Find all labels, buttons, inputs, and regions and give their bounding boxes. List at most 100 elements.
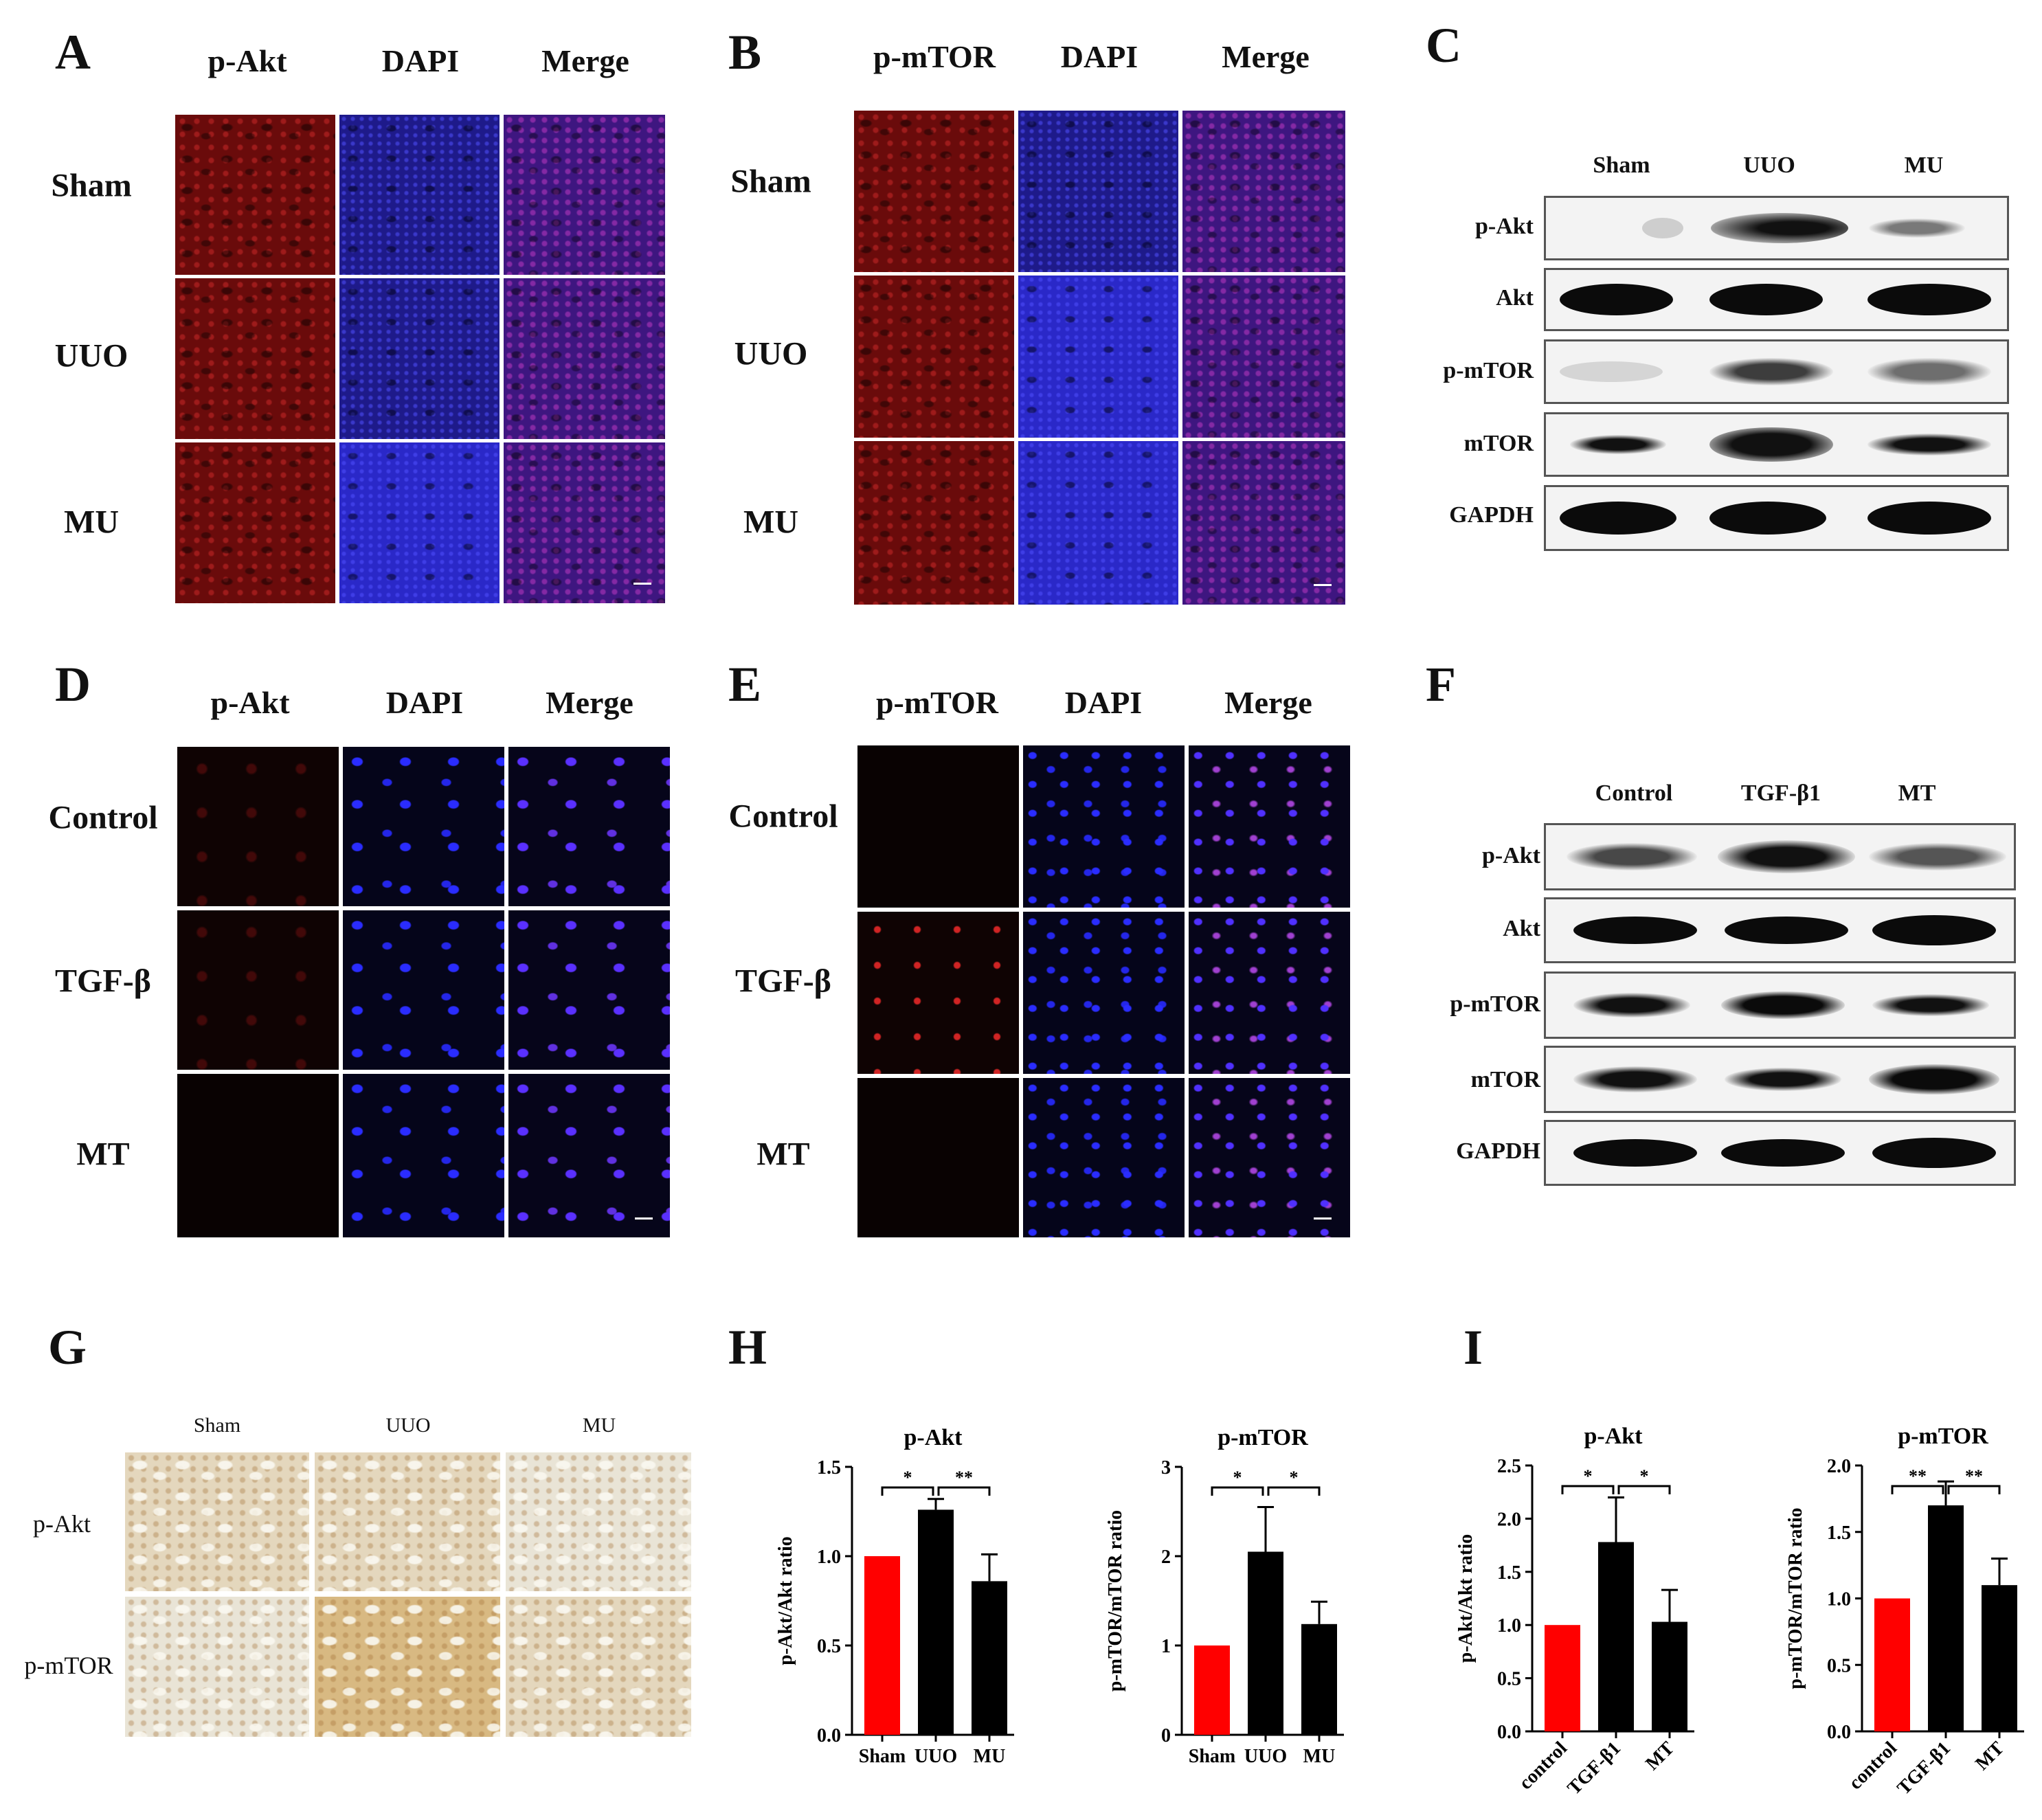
micrograph-tile xyxy=(1018,441,1178,605)
y-tick-label: 1.5 xyxy=(817,1457,841,1479)
micrograph-tile xyxy=(508,910,670,1070)
panel-letter-f: F xyxy=(1426,657,1456,712)
significance-label: ** xyxy=(1965,1466,1983,1486)
y-tick-label: 0.0 xyxy=(817,1725,841,1746)
bar xyxy=(1928,1505,1964,1731)
blot-row-label: GAPDH xyxy=(1456,1138,1540,1164)
blot-strip xyxy=(1544,1046,2016,1113)
x-tick-label: TGF-β1 xyxy=(1893,1738,1955,1799)
blot-row-label: p-Akt xyxy=(1474,214,1534,239)
micrograph-tile xyxy=(1023,1078,1185,1237)
x-tick-label: MU xyxy=(974,1746,1006,1767)
y-axis-label: p-mTOR/mTOR ratio xyxy=(1105,1510,1126,1692)
significance-label: ** xyxy=(955,1468,973,1487)
col-header: p-mTOR xyxy=(875,685,999,720)
significance-bracket xyxy=(881,1486,934,1496)
x-tick-label: control xyxy=(1845,1738,1901,1794)
y-tick-label: 2 xyxy=(1161,1547,1171,1568)
micrograph-tile xyxy=(343,910,504,1070)
significance-bracket xyxy=(1947,1485,2001,1494)
row-label: Sham xyxy=(730,163,811,200)
ihc-tile xyxy=(315,1597,500,1737)
panel-letter-e: E xyxy=(728,657,762,712)
bar xyxy=(1874,1598,1910,1731)
col-header: p-Akt xyxy=(207,43,287,78)
col-header: p-mTOR xyxy=(873,39,996,74)
panel-i-charts: p-Akt 0.0 0.5 1.0 1.5 2.0 2.5 p-Akt/Akt ratio co… xyxy=(1455,1424,2024,1799)
y-tick-label: 1.0 xyxy=(1497,1615,1521,1637)
col-header: DAPI xyxy=(1060,39,1138,74)
significance-bracket xyxy=(1267,1486,1321,1496)
col-header: Merge xyxy=(546,685,633,720)
micrograph-tile xyxy=(1018,276,1178,438)
scale-bar xyxy=(633,581,651,585)
micrograph-tile xyxy=(339,115,500,275)
micrograph-tile xyxy=(1182,441,1345,605)
col-header: Merge xyxy=(1224,685,1312,720)
y-tick-label: 0.0 xyxy=(1497,1722,1521,1743)
row-label: Control xyxy=(728,798,838,835)
y-tick-label: 0.5 xyxy=(817,1636,841,1657)
y-tick-label: 2.0 xyxy=(1827,1456,1851,1477)
y-tick-label: 2.5 xyxy=(1497,1456,1521,1477)
significance-bracket xyxy=(1617,1485,1671,1494)
micrograph-tile xyxy=(343,747,504,906)
x-tick-label: MT xyxy=(1971,1738,2008,1775)
blot-strip xyxy=(1544,971,2016,1039)
micrograph-tile xyxy=(177,747,339,906)
panel-letter-i: I xyxy=(1463,1320,1483,1375)
bar-chart-h-pmtor: p-mTOR 0 1 2 3 p-mTOR/mTOR ratio Sham UUO MU * * xyxy=(1105,1425,1344,1767)
panel-letter-d: D xyxy=(55,657,91,712)
micrograph-tile xyxy=(175,442,335,603)
micrograph-tile xyxy=(339,442,500,603)
significance-label: * xyxy=(1640,1466,1649,1486)
scale-bar xyxy=(635,1216,653,1220)
y-tick-label: 1.0 xyxy=(1827,1589,1851,1610)
bar xyxy=(1982,1585,2017,1731)
col-header: p-Akt xyxy=(210,685,290,720)
micrograph-tile xyxy=(857,1078,1019,1237)
micrograph-tile xyxy=(504,442,665,603)
ihc-tile xyxy=(315,1452,500,1591)
row-label: TGF-β xyxy=(55,963,151,1000)
micrograph-tile xyxy=(508,1074,670,1237)
blot-strip xyxy=(1544,823,2016,890)
row-label: UUO xyxy=(734,335,808,372)
row-label: Sham xyxy=(51,167,132,204)
ihc-tile xyxy=(506,1597,691,1737)
bar-chart-i-pmtor: p-mTOR 0.0 0.5 1.0 1.5 2.0 p-mTOR/mTOR ratio co… xyxy=(1785,1424,2024,1799)
lane-label: Control xyxy=(1595,780,1673,806)
col-header: MU xyxy=(582,1414,616,1437)
x-tick-label: UUO xyxy=(1244,1746,1287,1767)
y-tick-label: 2.0 xyxy=(1497,1509,1521,1530)
panel-h-charts: p-Akt 0.0 0.5 1.0 1.5 p-Akt/Akt ratio Sham UUO M… xyxy=(775,1425,1344,1767)
lane-label: Sham xyxy=(1593,153,1650,178)
panel-letter-h: H xyxy=(728,1320,767,1375)
chart-title: p-Akt xyxy=(1584,1424,1643,1449)
bar-chart-i-pakt: p-Akt 0.0 0.5 1.0 1.5 2.0 2.5 p-Akt/Akt ratio co… xyxy=(1455,1424,1694,1799)
bar xyxy=(918,1509,954,1735)
y-tick-label: 1 xyxy=(1161,1636,1171,1657)
blot-row-label: Akt xyxy=(1503,916,1540,941)
micrograph-tile xyxy=(504,278,665,439)
micrograph-tile xyxy=(343,1074,504,1237)
micrograph-tile xyxy=(1023,745,1185,908)
lane-label: MT xyxy=(1898,780,1936,806)
blot-row-label: p-mTOR xyxy=(1443,358,1534,383)
micrograph-tile xyxy=(854,441,1014,605)
row-label: MU xyxy=(743,504,798,541)
bar xyxy=(864,1556,900,1735)
col-header: DAPI xyxy=(381,43,460,78)
y-tick-label: 0.5 xyxy=(1497,1669,1521,1690)
blot-row-label: mTOR xyxy=(1470,1067,1540,1092)
lane-label: TGF-β1 xyxy=(1740,780,1821,806)
y-tick-label: 1.5 xyxy=(1497,1562,1521,1584)
chart-title: p-mTOR xyxy=(1898,1424,1988,1449)
significance-bracket xyxy=(1891,1485,1944,1494)
bar xyxy=(1194,1645,1230,1735)
significance-label: * xyxy=(1233,1468,1242,1487)
blot-row-label: p-Akt xyxy=(1481,843,1540,868)
micrograph-tile xyxy=(177,910,339,1070)
x-tick-label: MT xyxy=(1641,1738,1679,1775)
micrograph-tile xyxy=(1182,111,1345,272)
